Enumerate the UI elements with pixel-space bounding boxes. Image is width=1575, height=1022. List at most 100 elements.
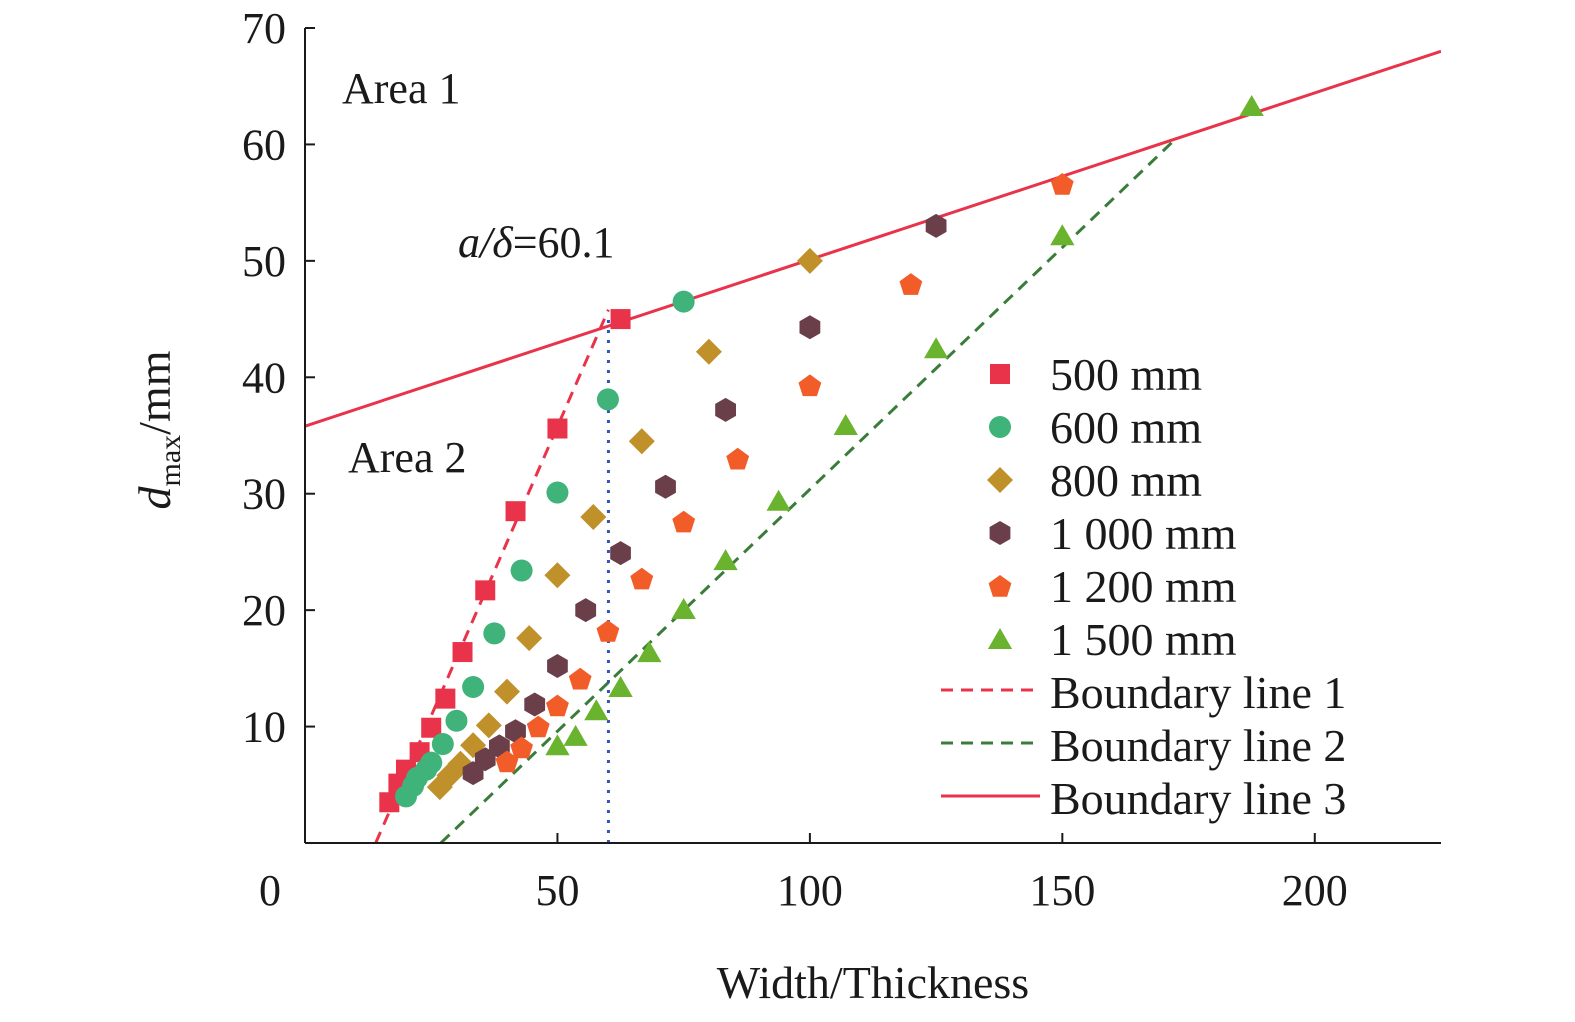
critical-ratio-symbol: a/δ [458, 218, 514, 267]
data-point [672, 510, 696, 533]
x-axis-title: Width/Thickness [717, 957, 1029, 1008]
legend-marker [990, 364, 1010, 384]
legend-marker [989, 521, 1011, 545]
data-point [833, 414, 858, 435]
data-point [628, 428, 655, 455]
legend-marker [987, 467, 1013, 493]
x-tick-label: 50 [535, 866, 579, 915]
data-point [610, 309, 631, 330]
data-point [799, 315, 821, 340]
data-point [421, 717, 442, 738]
y-tick-label: 30 [242, 470, 286, 519]
data-point [630, 567, 654, 590]
data-point [494, 678, 520, 705]
y-tick-label: 20 [242, 586, 286, 635]
data-point [610, 541, 631, 566]
data-point [575, 598, 597, 623]
legend-label: Boundary line 2 [1050, 720, 1346, 771]
x-tick-label: 150 [1029, 866, 1095, 915]
data-point [798, 374, 822, 397]
data-point [568, 667, 592, 690]
data-point [584, 699, 609, 721]
data-point [445, 709, 468, 732]
data-point [475, 580, 496, 601]
data-point [671, 598, 696, 619]
data-point [637, 641, 662, 663]
data-point [796, 247, 823, 274]
x-tick-label: 100 [777, 866, 843, 915]
data-point [545, 734, 570, 756]
data-point [524, 692, 546, 717]
data-point [379, 792, 400, 813]
data-point [546, 694, 569, 717]
legend-marker [988, 575, 1012, 597]
data-point [510, 559, 533, 582]
y-tick-label: 70 [242, 4, 286, 53]
data-point [516, 625, 543, 652]
data-point [462, 675, 485, 698]
legend-label: 800 mm [1050, 455, 1202, 506]
data-point [544, 562, 571, 589]
data-point [452, 642, 473, 663]
data-point [435, 688, 456, 709]
legend-label: 1 500 mm [1050, 614, 1237, 665]
data-point [546, 481, 569, 504]
data-point [713, 549, 738, 571]
data-point [547, 654, 568, 678]
data-point [475, 712, 502, 739]
data-point [899, 273, 923, 295]
data-point [925, 213, 947, 238]
area-2-label: Area 2 [348, 433, 467, 482]
critical-ratio-label: a/δ=60.1 [458, 218, 615, 267]
legend-label: Boundary line 1 [1050, 667, 1346, 718]
legend-label: Boundary line 3 [1050, 773, 1346, 824]
critical-ratio-value: =60.1 [513, 218, 615, 267]
data-point [596, 620, 620, 642]
data-point [526, 715, 550, 738]
legend-marker [989, 416, 1011, 438]
area-1-label: Area 1 [342, 64, 461, 113]
data-point [563, 724, 588, 746]
data-point [924, 337, 949, 359]
data-points [379, 95, 1264, 813]
data-point [715, 397, 736, 422]
data-point [672, 290, 695, 313]
legend-label: 600 mm [1050, 402, 1202, 453]
data-point [1239, 95, 1264, 116]
data-point [766, 489, 791, 511]
x-tick-label: 0 [259, 866, 281, 915]
data-point [655, 474, 676, 499]
data-point [505, 501, 526, 522]
y-axis-title-main: d [129, 486, 180, 510]
annotations: Area 1 Area 2 a/δ=60.1 [342, 64, 615, 482]
data-point [1050, 224, 1075, 246]
y-axis-title: dmax/mm [129, 350, 187, 509]
y-axis-title-subscript: max [154, 435, 187, 487]
y-tick-label: 10 [242, 703, 286, 752]
axes: 0 50 100 150 200 10 20 30 40 50 60 70 Width/Thicknes… [129, 4, 1441, 1008]
data-point [695, 338, 722, 365]
data-point [580, 504, 607, 530]
data-point [420, 751, 443, 774]
boundary-line-1 [374, 309, 610, 843]
data-point [547, 418, 568, 439]
y-axis-title-unit: /mm [129, 350, 180, 435]
data-point [608, 676, 633, 697]
data-point [1050, 173, 1074, 195]
y-tick-label: 50 [242, 237, 286, 286]
data-point [483, 622, 506, 645]
data-point [495, 750, 519, 773]
legend-label: 1 200 mm [1050, 561, 1237, 612]
data-point [431, 733, 454, 756]
y-tick-label: 60 [242, 120, 286, 169]
data-point [510, 736, 533, 759]
x-tick-label: 200 [1282, 866, 1348, 915]
data-point [726, 447, 750, 470]
legend-marker [987, 628, 1013, 649]
legend-label: 500 mm [1050, 349, 1202, 400]
boundary-line-2 [439, 137, 1177, 843]
data-point [596, 388, 619, 411]
y-tick-label: 40 [242, 353, 286, 402]
